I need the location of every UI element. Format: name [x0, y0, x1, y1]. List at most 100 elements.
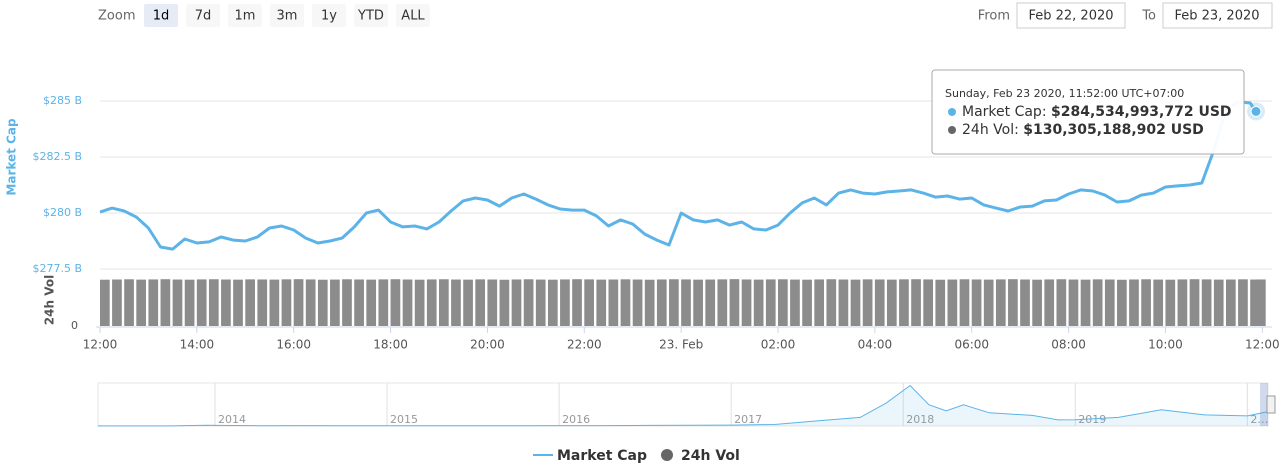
legend-label[interactable]: 24h Vol [681, 448, 740, 464]
volume-bar [160, 279, 171, 326]
plot: 1d 7d 1m 3m 1y YTD ALL $277.5 B $280 B $282.5 B $2… [32, 4, 1280, 464]
volume-bar [1250, 279, 1260, 326]
volume-bar [547, 279, 558, 326]
volume-bar [1189, 279, 1200, 326]
volume-bar [596, 279, 607, 326]
x-tick-label: 02:00 [761, 338, 796, 352]
legend-symbol[interactable] [661, 449, 673, 461]
volume-bar [1201, 279, 1212, 326]
x-tick-label: 12:00 [1245, 338, 1280, 352]
navigator-area [98, 385, 1268, 426]
volume-bar [184, 279, 195, 326]
volume-bar [148, 279, 159, 326]
volume-bar [560, 279, 570, 326]
volume-bar [463, 279, 473, 326]
volume-bar [1080, 279, 1091, 326]
volume-bar [1256, 279, 1266, 326]
zoom-button[interactable] [354, 4, 388, 27]
volume-bar [1104, 279, 1115, 326]
tooltip-title: Sunday, Feb 23 2020, 11:52:00 UTC+07:00 [945, 87, 1184, 100]
tooltip: Sunday, Feb 23 2020, 11:52:00 UTC+07:00 … [931, 69, 1245, 155]
tooltip-marker [948, 126, 956, 134]
volume-bar [584, 279, 594, 326]
tooltip-label: Market Cap: [962, 104, 1047, 120]
to-value[interactable]: Feb 23, 2020 [1174, 9, 1259, 24]
volume-bar [874, 279, 885, 326]
volume-bar [293, 279, 304, 326]
x-tick-label: 14:00 [180, 338, 215, 352]
volume-bar [439, 279, 449, 326]
zoom-button-label[interactable]: 1y [321, 9, 337, 24]
volume-bar [983, 279, 994, 326]
y-tick-label: $285 B [43, 94, 82, 107]
zoom-button[interactable] [144, 4, 178, 27]
volume-bar [523, 279, 534, 326]
volume-bar [1044, 279, 1055, 326]
zoom-button[interactable] [270, 4, 304, 27]
volume-bar [886, 279, 897, 326]
volume-bar [1165, 279, 1176, 326]
zoom-button[interactable] [312, 4, 346, 27]
volume-bar [233, 279, 243, 326]
volume-bar [669, 279, 679, 326]
from-value[interactable]: Feb 22, 2020 [1028, 9, 1113, 24]
from-input[interactable] [1016, 2, 1126, 29]
y-tick-label: $277.5 B [32, 262, 82, 275]
volume-bar [911, 279, 921, 326]
zoom-button[interactable] [228, 4, 262, 27]
volume-bar [790, 279, 800, 326]
volume-bar [995, 279, 1006, 326]
volume-bar [826, 279, 837, 326]
zoom-button-label[interactable]: ALL [401, 9, 425, 24]
tooltip-box [931, 69, 1245, 155]
volume-bar [535, 279, 546, 326]
volume-bar [778, 279, 788, 326]
volume-bar [245, 279, 255, 326]
volume-bar [112, 279, 122, 326]
volume-bar [947, 279, 958, 326]
volume-bar [100, 279, 110, 326]
volume-bar [620, 279, 631, 326]
zoom-button-label[interactable]: YTD [357, 9, 384, 24]
volume-bar [317, 279, 328, 326]
volume-bar [354, 279, 364, 326]
x-tick-label: 18:00 [373, 338, 408, 352]
x-tick-label: 10:00 [1148, 338, 1183, 352]
zoom-button[interactable] [186, 4, 220, 27]
volume-bar [390, 279, 401, 326]
volume-bar [269, 279, 280, 326]
volume-bar [644, 279, 655, 326]
volume-bar [741, 279, 752, 326]
volume-bar [753, 279, 764, 326]
volume-bar [305, 279, 316, 326]
volume-bar [1238, 279, 1248, 326]
tooltip-value: $130,305,188,902 USD [1023, 122, 1204, 138]
volume-bar [729, 279, 740, 326]
navigator-tick-label: 2… [1250, 413, 1268, 426]
navigator-tick-label: 2019 [1078, 413, 1106, 426]
volume-bar [1032, 279, 1042, 326]
hover-point [1250, 105, 1262, 117]
volume-bar [656, 279, 667, 326]
zoom-button[interactable] [396, 4, 430, 27]
zoom-button-label[interactable]: 1d [153, 9, 170, 24]
zoom-button-label[interactable]: 7d [195, 9, 212, 24]
to-input[interactable] [1162, 2, 1273, 29]
volume-bar [935, 279, 946, 326]
zoom-button-label[interactable]: 1m [235, 9, 256, 24]
tooltip-row: Market Cap: $284,534,993,772 USD [962, 104, 1232, 120]
volume-bar [1129, 279, 1139, 326]
volume-bar [342, 279, 352, 326]
to-label: To [1141, 9, 1156, 24]
zoom-button-label[interactable]: 3m [277, 9, 298, 24]
tooltip-row: 24h Vol: $130,305,188,902 USD [962, 122, 1204, 138]
volume-bar [1008, 279, 1018, 326]
volume-bar [1153, 279, 1164, 326]
volume-bar [1225, 279, 1236, 326]
volume-bar [850, 279, 861, 326]
navigator-selection [1260, 383, 1268, 426]
volume-bar [281, 279, 292, 326]
navigator-handle[interactable] [1266, 395, 1276, 414]
volume-bar [681, 279, 691, 326]
legend-label[interactable]: Market Cap [557, 448, 647, 464]
